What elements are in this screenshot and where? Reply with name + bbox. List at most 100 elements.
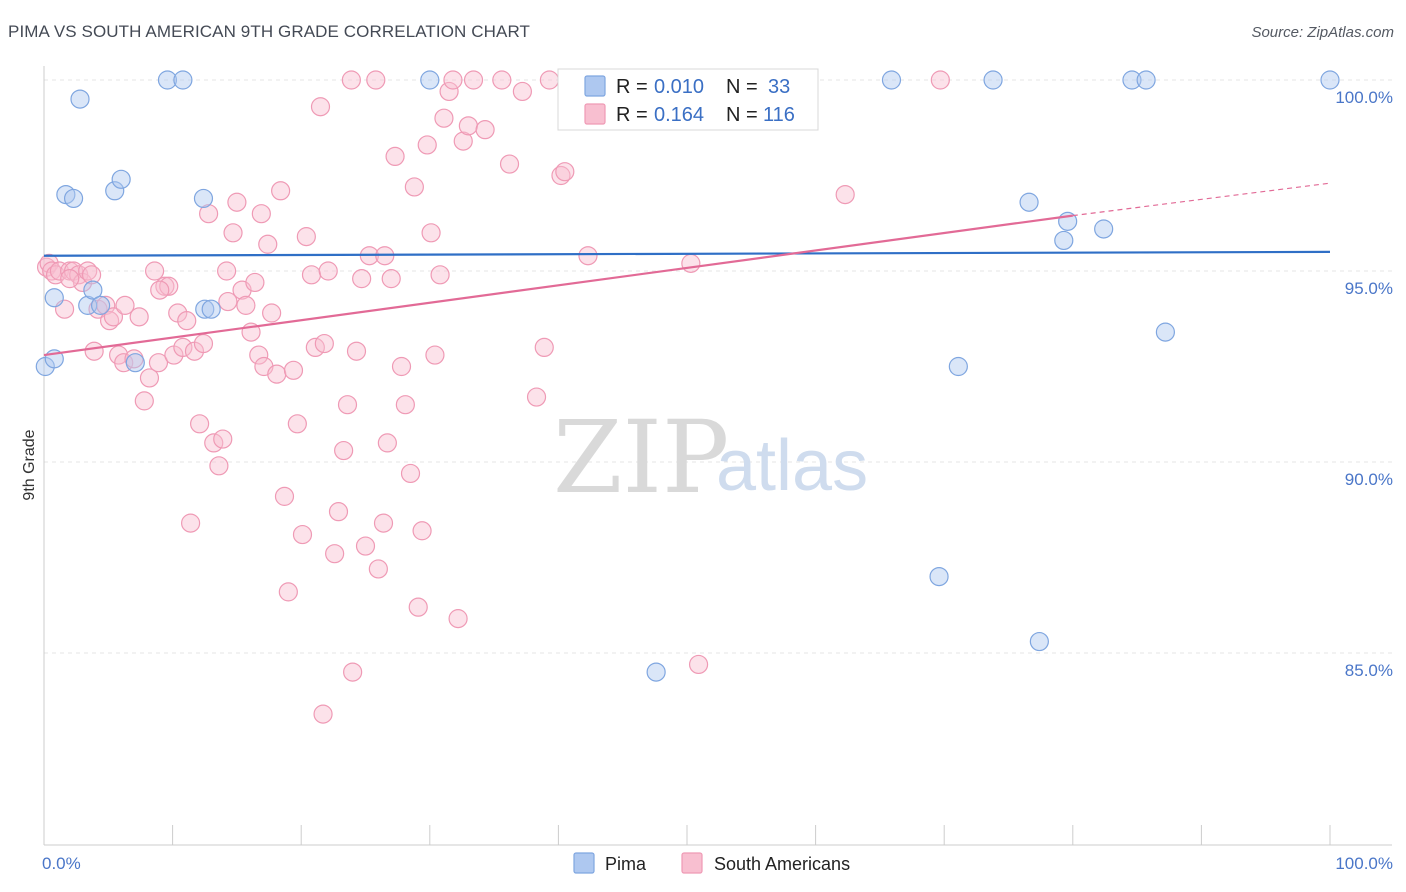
south-americans-point-80 xyxy=(404,177,424,197)
series-legend-label-south-americans: South Americans xyxy=(714,854,850,874)
legend-n-label-south-americans: N = xyxy=(726,104,758,126)
south-americans-trend-extension xyxy=(1072,182,1331,217)
south-americans-point-86 xyxy=(430,265,450,285)
south-americans-point-29 xyxy=(177,311,197,331)
pima-point-15 xyxy=(193,188,214,209)
pima-point-9 xyxy=(105,181,125,201)
legend-r-value-pima: 0.010 xyxy=(654,76,704,98)
south-americans-point-72 xyxy=(368,559,388,579)
legend-n-value-south-americans: 116 xyxy=(763,104,795,126)
south-americans-point-99 xyxy=(534,337,554,357)
south-americans-point-56 xyxy=(296,227,316,247)
south-americans-point-91 xyxy=(453,131,473,151)
series-legend: Pima South Americans xyxy=(573,852,850,874)
south-americans-point-83 xyxy=(417,135,437,155)
pima-point-21 xyxy=(929,566,949,587)
pima-point-28 xyxy=(1094,219,1114,239)
pima-point-26 xyxy=(1054,230,1074,251)
south-americans-point-59 xyxy=(310,97,331,117)
y-tick-label-2: 95.0% xyxy=(1345,279,1393,298)
pima-point-7 xyxy=(83,280,103,300)
south-americans-point-14 xyxy=(99,311,120,331)
south-americans-point-74 xyxy=(377,433,397,453)
south-americans-point-10 xyxy=(78,261,98,281)
south-americans-point-106 xyxy=(688,654,709,675)
pima-point-13 xyxy=(173,70,193,90)
series-legend-label-pima: Pima xyxy=(605,854,647,874)
south-americans-point-113 xyxy=(115,295,135,315)
pima-point-12 xyxy=(157,70,178,90)
south-americans-point-44 xyxy=(245,272,265,293)
south-americans-point-3 xyxy=(45,265,66,285)
source-label: Source: ZipAtlas.com xyxy=(1251,24,1394,41)
south-americans-point-71 xyxy=(366,70,386,90)
south-americans-point-97 xyxy=(512,81,532,102)
south-americans-point-33 xyxy=(193,333,214,354)
south-americans-point-107 xyxy=(835,185,855,205)
south-americans-point-105 xyxy=(681,253,701,273)
y-tick-label-1: 90.0% xyxy=(1345,470,1393,489)
legend-swatch-south-americans xyxy=(584,103,606,125)
south-americans-trend-line xyxy=(43,214,1073,357)
south-americans-point-104 xyxy=(578,246,598,266)
south-americans-point-57 xyxy=(301,265,322,285)
series-legend-swatch-south-americans xyxy=(681,852,703,874)
y-tick-labels: 85.0% 90.0% 95.0% 100.0% xyxy=(1335,88,1393,680)
watermark-zip: ZIP xyxy=(553,399,729,516)
y-tick-label-3: 100.0% xyxy=(1335,88,1393,107)
south-americans-point-87 xyxy=(434,108,454,128)
pima-point-29 xyxy=(1122,70,1142,90)
south-americans-point-76 xyxy=(385,146,405,166)
pima-point-17 xyxy=(420,70,440,90)
pima-point-22 xyxy=(948,356,968,377)
south-americans-point-60 xyxy=(314,333,334,354)
south-americans-point-85 xyxy=(425,345,445,365)
south-americans-point-49 xyxy=(267,364,287,384)
south-americans-point-67 xyxy=(346,341,367,361)
south-americans-point-68 xyxy=(352,269,372,289)
south-americans-point-19 xyxy=(129,307,149,327)
south-americans-point-38 xyxy=(218,291,238,312)
watermark: ZIP atlas xyxy=(553,399,868,516)
south-americans-points xyxy=(36,70,950,724)
south-americans-point-84 xyxy=(421,223,441,243)
watermark-atlas: atlas xyxy=(716,426,868,506)
south-americans-point-62 xyxy=(325,544,345,564)
south-americans-point-4 xyxy=(49,261,70,281)
south-americans-point-96 xyxy=(499,154,520,174)
south-americans-point-34 xyxy=(199,204,219,224)
south-americans-point-37 xyxy=(213,429,233,449)
south-americans-point-66 xyxy=(343,662,363,682)
south-americans-point-65 xyxy=(337,395,358,415)
axes xyxy=(43,66,1392,846)
south-americans-point-23 xyxy=(148,353,169,373)
south-americans-point-52 xyxy=(278,582,298,602)
south-americans-point-109 xyxy=(341,70,361,90)
south-americans-point-94 xyxy=(475,120,495,140)
south-americans-point-54 xyxy=(287,414,307,434)
pima-point-16 xyxy=(201,299,221,319)
south-americans-point-21 xyxy=(139,368,160,388)
south-americans-point-101 xyxy=(551,165,571,186)
pima-point-30 xyxy=(1136,70,1156,90)
pima-point-5 xyxy=(70,89,90,109)
south-americans-point-42 xyxy=(236,295,256,315)
south-americans-point-92 xyxy=(458,116,478,136)
south-americans-point-39 xyxy=(223,223,243,243)
south-americans-point-32 xyxy=(190,414,210,434)
south-americans-point-98 xyxy=(526,387,547,407)
south-americans-point-78 xyxy=(395,395,415,415)
x-tick-label-1: 100.0% xyxy=(1335,854,1393,873)
south-americans-point-89 xyxy=(443,70,463,90)
gridlines xyxy=(44,79,1392,654)
south-americans-point-40 xyxy=(227,192,247,212)
pima-point-14 xyxy=(195,299,215,319)
chart-title: PIMA VS SOUTH AMERICAN 9TH GRADE CORRELA… xyxy=(8,22,531,41)
south-americans-point-75 xyxy=(381,269,401,289)
pima-point-32 xyxy=(1320,70,1340,90)
south-americans-point-48 xyxy=(262,303,282,323)
south-americans-point-100 xyxy=(539,70,559,90)
south-americans-point-64 xyxy=(334,440,354,461)
legend-n-label-pima: N = xyxy=(726,76,758,98)
